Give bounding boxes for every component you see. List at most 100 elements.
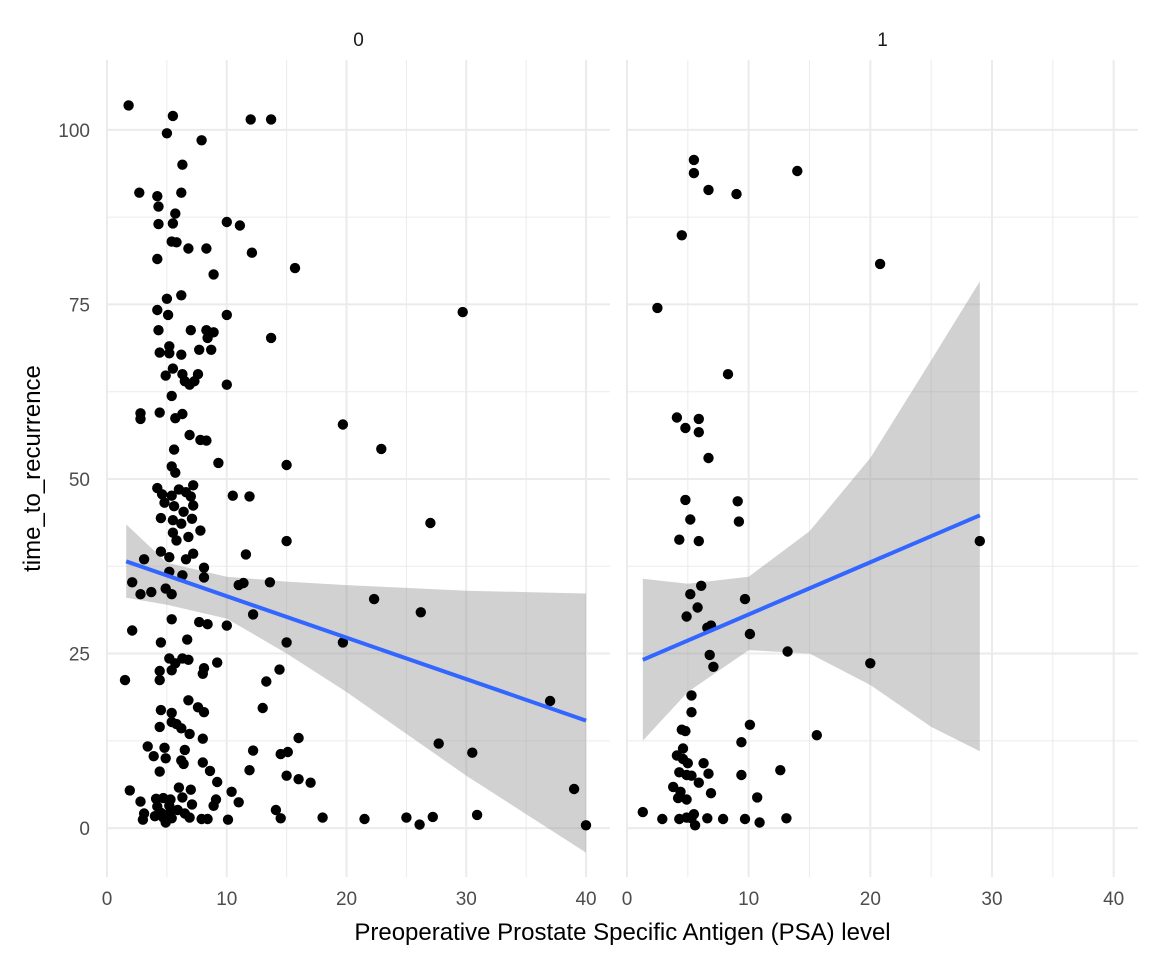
data-point [168,501,180,512]
data-point [152,191,163,202]
data-point [222,814,234,825]
data-point [425,517,436,529]
data-point [146,586,157,598]
data-point [171,535,182,546]
data-point [197,733,208,744]
x-tick-label: 30 [456,889,477,910]
data-point [686,707,697,718]
regression-line [125,559,587,723]
data-point [739,813,751,825]
data-point [156,489,168,500]
confidence-ribbon [126,524,586,853]
data-point [693,535,704,547]
data-point [457,306,468,318]
data-point [233,579,244,591]
data-point [736,737,747,748]
x-tick-label: 0 [622,889,633,910]
data-point [317,812,328,823]
data-point [244,491,255,502]
data-point [176,187,187,198]
data-point [775,765,786,776]
data-point [668,781,679,793]
data-point [974,535,985,547]
data-point [154,665,165,677]
data-point [657,813,668,825]
data-point [168,444,180,455]
data-point [717,813,729,825]
facet-strip-label: 0 [353,30,364,51]
data-point [865,658,876,669]
data-point [152,304,163,316]
data-point [149,811,161,822]
data-point [221,620,232,631]
x-tick-label: 30 [981,889,1002,910]
data-point [686,690,697,701]
data-point [702,813,713,824]
data-point [739,593,751,605]
data-point [680,725,691,737]
data-point [212,657,223,668]
data-point [681,794,692,805]
data-point [170,467,181,478]
data-point [198,572,210,583]
data-point [183,695,194,706]
x-tick-label: 20 [336,889,357,910]
data-point [221,216,232,228]
data-point [152,253,163,265]
data-point [173,782,185,793]
data-point [162,309,174,321]
data-point [293,732,304,744]
data-point [265,332,277,344]
data-point [176,723,187,734]
data-point [138,554,150,565]
data-point [688,167,700,179]
data-point [153,201,164,212]
data-point [161,128,173,139]
data-point [188,548,199,559]
data-point [270,804,282,816]
data-point [167,363,179,374]
data-point [414,819,425,830]
data-point [153,218,164,230]
data-point [176,290,187,301]
data-point [124,785,135,796]
data-point [167,218,179,229]
data-point [744,628,756,640]
data-point [208,269,219,280]
data-point [153,325,164,336]
data-point [674,534,685,545]
data-point [732,496,743,507]
data-point [289,262,301,274]
data-point [164,552,175,563]
data-point [182,634,193,645]
data-point [681,611,692,622]
data-point [580,820,592,831]
data-point [693,427,704,438]
data-point [184,379,195,390]
data-point [427,811,438,823]
data-point [166,390,177,402]
data-point [811,730,822,741]
data-point [196,135,207,146]
data-point [671,412,683,423]
data-point [265,114,277,125]
data-point [686,770,697,781]
data-point [194,344,205,355]
data-point [275,813,286,824]
data-point [202,619,213,630]
x-axis-title: Preoperative Prostate Specific Antigen (… [354,919,890,946]
y-tick-label: 0 [79,819,90,840]
data-point [685,514,696,525]
data-point [185,325,196,336]
data-point [703,452,714,464]
data-point [197,757,208,768]
data-point [166,707,177,719]
data-point [137,814,149,825]
data-point [134,187,145,198]
data-point [704,649,715,661]
data-point [198,562,210,573]
data-point [246,247,258,258]
data-point [202,332,213,344]
data-point [188,500,199,511]
